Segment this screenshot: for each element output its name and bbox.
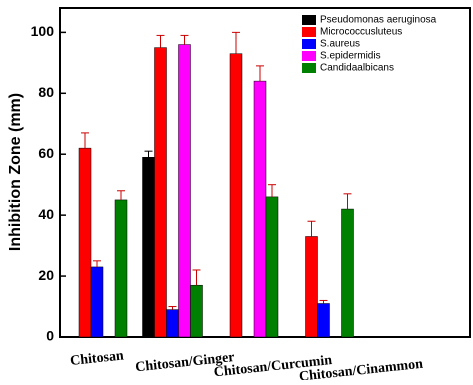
bar xyxy=(305,236,318,338)
error-bar xyxy=(268,184,276,197)
bar xyxy=(317,303,330,338)
legend-swatch xyxy=(302,63,316,73)
error-bar xyxy=(168,306,177,310)
legend-label: Pseudomonas aeruginosa xyxy=(320,15,437,26)
error-bar xyxy=(307,220,316,237)
error-bar xyxy=(232,31,240,54)
error-bar xyxy=(93,260,101,267)
legend-label: S.aureus xyxy=(320,39,360,50)
y-tick-label: 80 xyxy=(38,84,54,100)
legend-label: Micrococcusluteus xyxy=(320,27,402,38)
error-bar xyxy=(256,65,264,82)
y-tick-label: 0 xyxy=(46,328,54,344)
error-bar xyxy=(343,193,352,210)
error-bar xyxy=(319,299,328,304)
y-tick-label: 100 xyxy=(31,23,55,39)
legend-swatch xyxy=(302,51,316,61)
bar xyxy=(142,157,155,338)
error-bar xyxy=(144,150,153,158)
error-bar xyxy=(81,132,89,149)
legend-label: Candidaalbicans xyxy=(320,63,394,74)
legend-swatch xyxy=(302,39,316,49)
y-tick-label: 60 xyxy=(38,145,54,161)
bar xyxy=(341,208,354,338)
y-tick-label: 20 xyxy=(38,267,54,283)
bar xyxy=(78,147,92,338)
bar xyxy=(265,196,279,338)
y-axis-label: Inhibition Zone (mm) xyxy=(7,93,24,251)
bar xyxy=(229,53,243,338)
bar xyxy=(190,284,203,338)
bar xyxy=(154,47,167,338)
bar xyxy=(178,44,191,338)
y-tick-label: 40 xyxy=(38,206,54,222)
error-bar xyxy=(117,190,125,200)
legend-swatch xyxy=(302,27,316,37)
error-bar xyxy=(180,34,189,45)
bar xyxy=(166,309,179,338)
bar xyxy=(90,266,104,338)
legend-label: S.epidermidis xyxy=(320,51,381,62)
legend-swatch xyxy=(302,15,316,25)
bar xyxy=(114,199,128,338)
bar xyxy=(253,80,267,338)
x-tick-label: Chitosan xyxy=(69,348,124,369)
error-bar xyxy=(192,269,201,286)
error-bar xyxy=(156,34,165,48)
